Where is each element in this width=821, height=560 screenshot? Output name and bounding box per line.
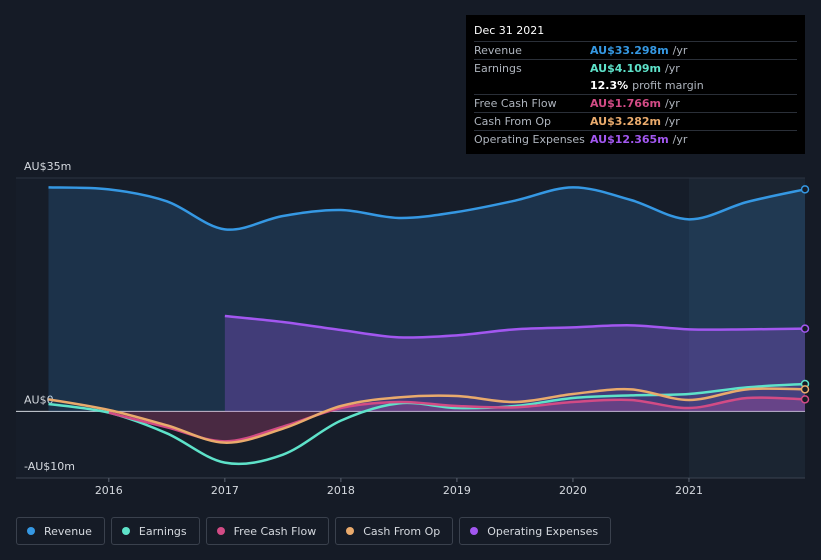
end-dot bbox=[800, 324, 810, 333]
tooltip-date: Dec 31 2021 bbox=[474, 24, 545, 37]
end-dot bbox=[800, 385, 810, 394]
legend-item[interactable]: Cash From Op bbox=[335, 517, 454, 545]
legend-label: Operating Expenses bbox=[487, 524, 599, 538]
legend: Revenue Earnings Free Cash Flow Cash From O… bbox=[16, 517, 612, 545]
tooltip-value: AU$33.298m bbox=[590, 44, 669, 57]
tooltip-unit: /yr bbox=[672, 133, 688, 146]
end-dot bbox=[800, 395, 810, 404]
tooltip-label: Free Cash Flow bbox=[474, 97, 557, 110]
tooltip-unit: /yr bbox=[665, 62, 680, 75]
tooltip-row: Revenue AU$33.298m/yr bbox=[474, 41, 797, 59]
tooltip-value: AU$12.365m bbox=[590, 133, 669, 146]
x-tick-label: 2016 bbox=[95, 484, 123, 497]
series-line bbox=[48, 186, 806, 231]
tooltip-label: Revenue bbox=[474, 44, 522, 57]
series-line bbox=[108, 396, 806, 443]
tooltip-row: Cash From Op AU$3.282m/yr bbox=[474, 112, 797, 130]
legend-label: Revenue bbox=[44, 524, 92, 538]
tooltip-row: Free Cash Flow AU$1.766m/yr bbox=[474, 94, 797, 112]
tooltip-row: Operating Expenses AU$12.365m/yr bbox=[474, 130, 797, 148]
tooltip-label: Earnings bbox=[474, 62, 522, 75]
legend-item[interactable]: Revenue bbox=[16, 517, 105, 545]
area bbox=[48, 187, 806, 412]
x-tick-label: 2021 bbox=[675, 484, 703, 497]
tooltip-unit: /yr bbox=[665, 115, 680, 128]
chart: AU$35m AU$0 -AU$10m 2016 2017 2018 2019 2020 202… bbox=[16, 160, 810, 497]
legend-swatch bbox=[121, 527, 130, 535]
legend-swatch bbox=[346, 527, 355, 535]
legend-item[interactable]: Operating Expenses bbox=[459, 517, 612, 545]
legend-label: Earnings bbox=[138, 524, 187, 538]
tooltip-label: Operating Expenses bbox=[474, 133, 585, 146]
legend-label: Free Cash Flow bbox=[233, 524, 317, 538]
x-tick-label: 2020 bbox=[559, 484, 587, 497]
legend-label: Cash From Op bbox=[363, 524, 441, 538]
legend-swatch bbox=[27, 527, 35, 535]
x-tick-label: 2018 bbox=[327, 484, 355, 497]
y-tick-label: AU$0 bbox=[24, 393, 54, 406]
legend-item[interactable]: Earnings bbox=[110, 517, 200, 545]
tooltip-value: AU$3.282m bbox=[590, 115, 662, 128]
tooltip-value: AU$4.109m bbox=[590, 62, 662, 75]
legend-item[interactable]: Free Cash Flow bbox=[205, 517, 330, 545]
tooltip-row: 12.3% profit margin bbox=[474, 77, 797, 94]
tooltip-label: Cash From Op bbox=[474, 115, 552, 128]
tooltip-row: Earnings AU$4.109m/yr bbox=[474, 59, 797, 77]
tooltip: Dec 31 2021 Revenue AU$33.298m/yr Earning… bbox=[466, 15, 805, 154]
tooltip-unit: /yr bbox=[672, 44, 688, 57]
y-tick-label: -AU$10m bbox=[24, 460, 75, 473]
series-line bbox=[224, 314, 806, 339]
tooltip-unit: /yr bbox=[665, 97, 680, 110]
end-dot bbox=[800, 185, 810, 194]
tooltip-value: 12.3% bbox=[590, 79, 629, 92]
series-line bbox=[48, 387, 806, 444]
area bbox=[224, 316, 806, 412]
x-tick-label: 2017 bbox=[211, 484, 239, 497]
area bbox=[108, 397, 805, 442]
x-tick-label: 2019 bbox=[443, 484, 471, 497]
legend-swatch bbox=[216, 527, 225, 535]
legend-swatch bbox=[470, 527, 479, 535]
tooltip-unit: profit margin bbox=[632, 79, 704, 92]
y-tick-label: AU$35m bbox=[24, 160, 71, 173]
tooltip-value: AU$1.766m bbox=[590, 97, 662, 110]
